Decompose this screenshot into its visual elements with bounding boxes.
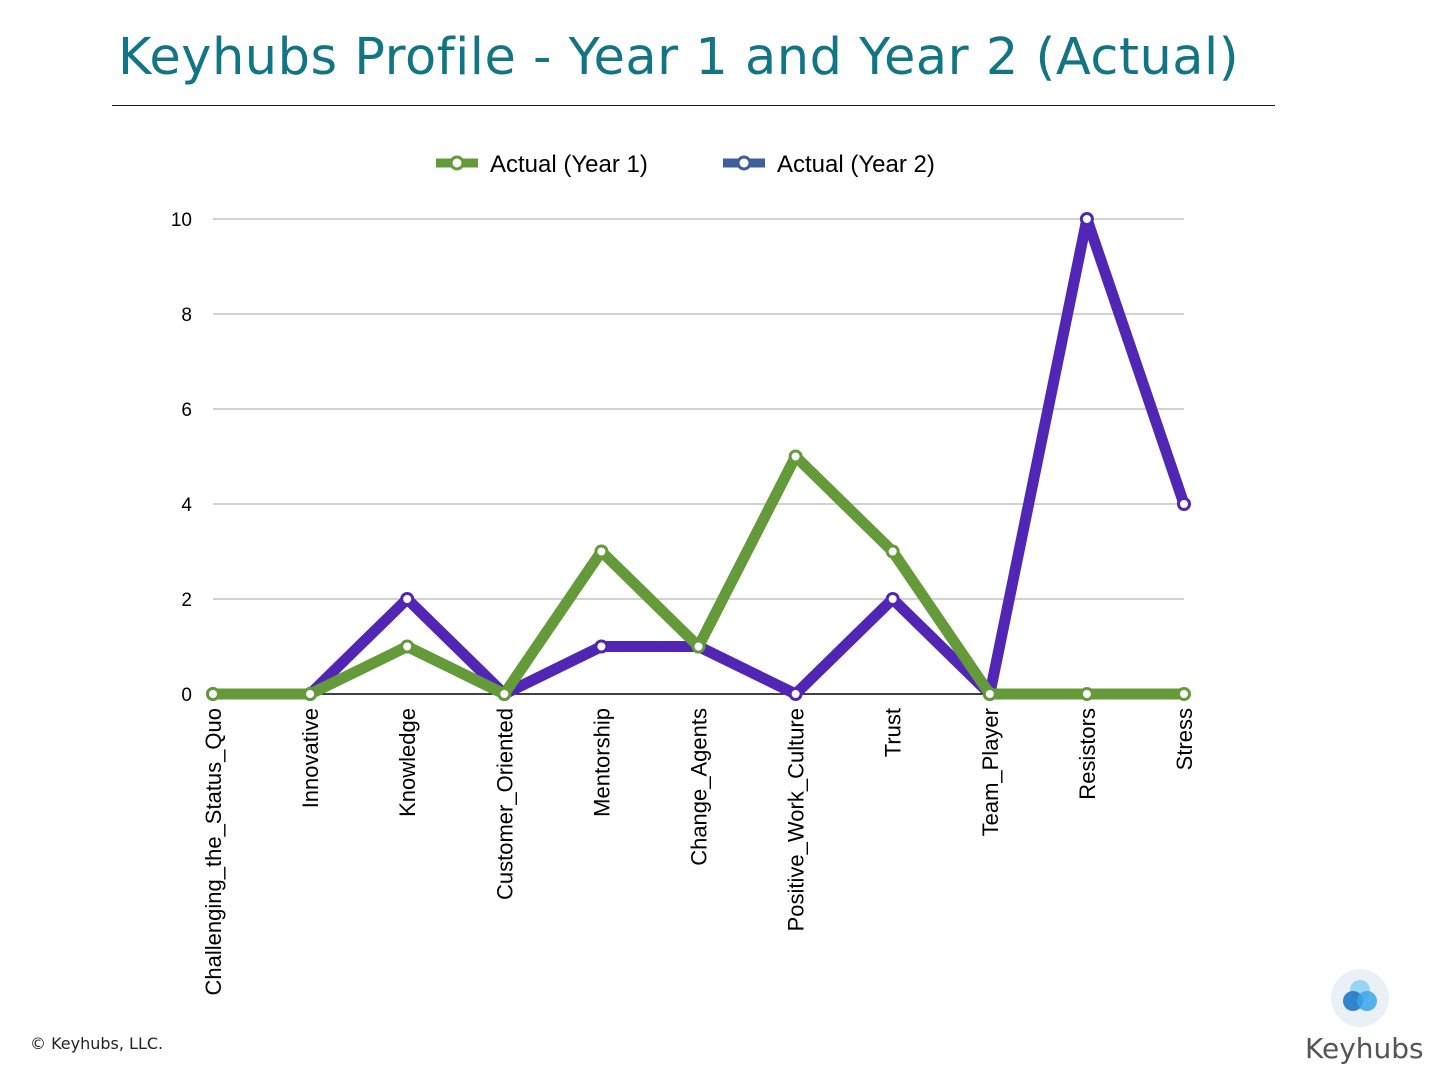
- x-tick-label: Stress: [1172, 708, 1197, 770]
- legend-item: Actual (Year 2): [723, 151, 935, 178]
- data-point: [1177, 497, 1191, 511]
- series-1: [206, 212, 1191, 701]
- x-tick-label: Team_Player: [978, 708, 1003, 836]
- keyhubs-logo-icon: [1331, 969, 1389, 1027]
- legend: Actual (Year 1) Actual (Year 2): [436, 151, 935, 178]
- data-point: [982, 687, 997, 701]
- data-point: [788, 449, 803, 464]
- y-tick-label: 6: [181, 400, 192, 421]
- x-tick-label: Innovative: [298, 708, 323, 808]
- data-point: [400, 592, 415, 606]
- y-axis-ticks: 0 2 4 6 8 10: [171, 210, 193, 706]
- x-tick-label: Resistors: [1075, 708, 1100, 800]
- data-point: [691, 639, 706, 654]
- x-tick-label: Challenging_the_Status_Quo: [201, 708, 226, 995]
- title-divider: [112, 105, 1275, 106]
- data-point: [497, 687, 512, 701]
- data-point: [885, 592, 900, 606]
- y-tick-label: 10: [171, 210, 192, 231]
- data-point: [400, 639, 415, 654]
- slide-title: Keyhubs Profile - Year 1 and Year 2 (Act…: [118, 28, 1240, 87]
- copyright-notice: © Keyhubs, LLC.: [30, 1034, 164, 1053]
- legend-label: Actual (Year 1): [490, 151, 648, 178]
- x-tick-label: Positive_Work_Culture: [784, 708, 809, 931]
- y-tick-label: 2: [181, 590, 192, 611]
- data-point: [788, 687, 803, 701]
- data-point: [594, 544, 609, 559]
- keyhubs-logo-text: Keyhubs: [1305, 1032, 1424, 1065]
- x-tick-label: Customer_Oriented: [492, 708, 517, 900]
- data-point: [303, 687, 318, 701]
- series-2: [206, 449, 1191, 701]
- data-point: [594, 639, 609, 654]
- data-point: [206, 687, 220, 701]
- legend-label: Actual (Year 2): [777, 151, 935, 178]
- y-tick-label: 8: [181, 305, 192, 326]
- y-tick-label: 0: [181, 685, 192, 706]
- legend-marker: [736, 155, 752, 171]
- x-tick-label: Change_Agents: [687, 708, 712, 866]
- series-line: [207, 213, 1190, 700]
- data-point: [1177, 687, 1191, 701]
- y-tick-label: 4: [181, 495, 192, 516]
- series-line: [207, 451, 1190, 700]
- keyhubs-logo: Keyhubs: [1296, 966, 1426, 1070]
- legend-marker: [449, 155, 465, 171]
- x-tick-label: Knowledge: [395, 708, 420, 817]
- data-point: [1079, 212, 1094, 226]
- x-tick-label: Trust: [881, 708, 906, 757]
- series-lines: [206, 212, 1191, 701]
- x-tick-label: Mentorship: [589, 708, 614, 817]
- data-point: [885, 544, 900, 559]
- legend-item: Actual (Year 1): [436, 151, 648, 178]
- x-axis-labels: Challenging_the_Status_Quo Innovative Know…: [201, 708, 1197, 995]
- data-point: [1079, 687, 1094, 701]
